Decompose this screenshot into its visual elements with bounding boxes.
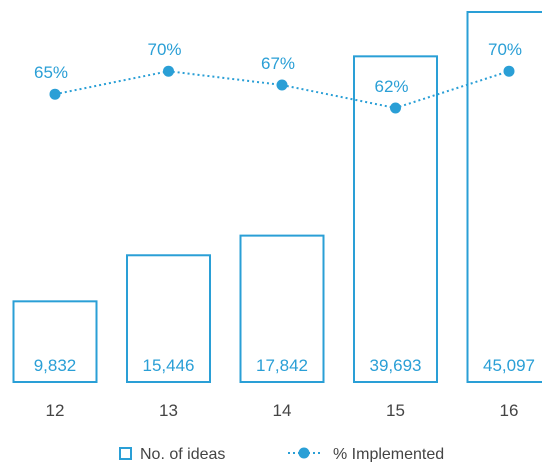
bar-12: [12, 300, 98, 384]
line-point-14: [276, 79, 288, 91]
line-layer: 65% 70% 67% 62% 70%: [34, 40, 522, 114]
x-tick-label-16: 16: [500, 401, 519, 420]
bar-14: [239, 234, 325, 383]
legend-bar-swatch: [119, 447, 132, 460]
legend-line-marker: [298, 447, 310, 459]
bar-value-label-12: 9,832: [34, 356, 77, 375]
line-point-15: [390, 102, 401, 114]
x-tick-label-12: 12: [46, 401, 65, 420]
x-tick-label-14: 14: [273, 401, 292, 420]
x-tick-label-13: 13: [159, 401, 178, 420]
line-point-13: [163, 65, 174, 77]
legend-label-ideas: No. of ideas: [140, 446, 225, 462]
line-point-12: [49, 88, 61, 100]
line-value-label-14: 67%: [261, 54, 295, 73]
legend-label-implemented: % Implemented: [333, 446, 444, 462]
line-value-label-15: 62%: [374, 77, 408, 96]
bar-16: [466, 11, 542, 383]
bar-value-label-16: 45,097: [483, 356, 535, 375]
bar-15: [353, 55, 438, 384]
legend: No. of ideas % Implemented: [119, 446, 444, 462]
x-tick-label-15: 15: [386, 401, 405, 420]
line-value-label-16: 70%: [488, 40, 522, 59]
line-value-label-12: 65%: [34, 63, 68, 82]
bars-layer: 9,832 15,446 17,842 39,693 45,097: [12, 11, 542, 384]
line-point-16: [503, 65, 515, 77]
bar-value-label-14: 17,842: [256, 356, 308, 375]
bar-value-label-15: 39,693: [370, 356, 422, 375]
bar-13: [126, 254, 211, 383]
bar-value-label-13: 15,446: [143, 356, 195, 375]
x-axis: 12 13 14 15 16: [46, 401, 519, 420]
line-value-label-13: 70%: [147, 40, 181, 59]
